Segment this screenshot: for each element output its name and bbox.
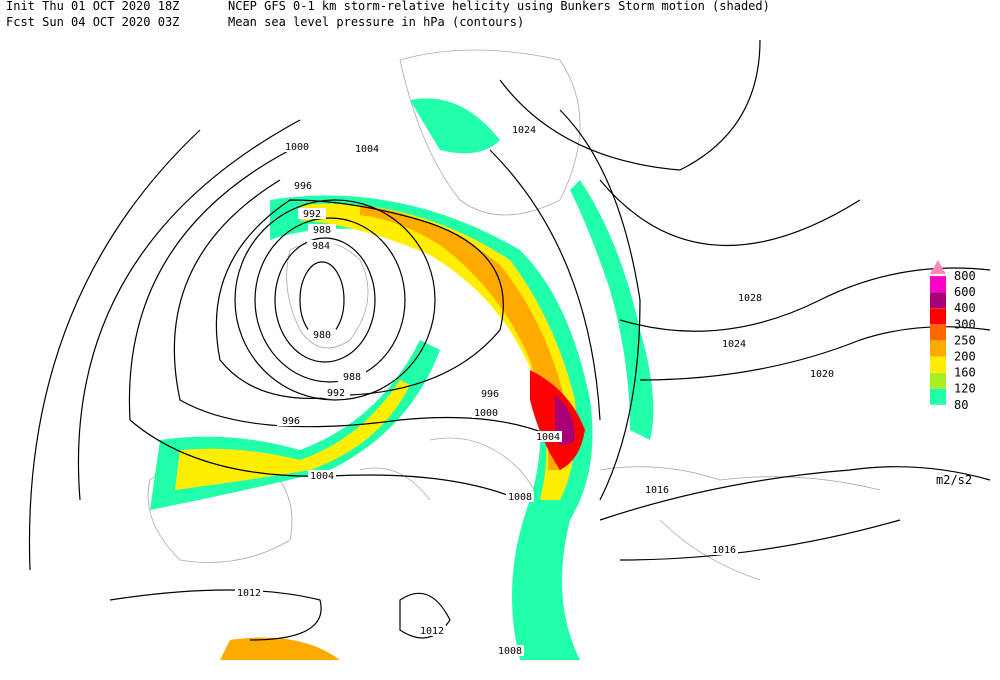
contour-label: 1024: [512, 125, 536, 136]
contour-label: 988: [313, 225, 331, 236]
contour-label: 980: [313, 330, 331, 341]
legend-label: 300: [954, 317, 976, 331]
legend-swatch: [930, 308, 946, 325]
contour-label: 996: [282, 416, 300, 427]
legend-label: 250: [954, 333, 976, 347]
legend-label: 200: [954, 350, 976, 364]
contour-label: 1008: [508, 492, 532, 503]
legend-label: 120: [954, 382, 976, 396]
contour-label-bg: [510, 124, 538, 135]
contour-label-bg: [277, 415, 305, 426]
contour-label-bg: [298, 208, 326, 219]
contour-label: 1024: [722, 339, 746, 350]
contour-label: 996: [294, 181, 312, 192]
legend-swatch: [930, 372, 946, 389]
contour-label-bg: [308, 329, 336, 340]
legend: 800 600 400 300 250 200 160 120 80: [930, 260, 976, 412]
contour-label-bg: [534, 431, 562, 442]
contour-label: 1016: [645, 485, 669, 496]
contour-label-bg: [289, 180, 317, 191]
legend-swatch: [930, 292, 946, 309]
legend-swatch: [930, 276, 946, 293]
contour-label: 1000: [285, 142, 309, 153]
contour-label-bg: [322, 387, 350, 398]
contour-label: 1012: [420, 626, 444, 637]
contour-label: 1000: [474, 408, 498, 419]
contour-label-bg: [418, 625, 446, 636]
legend-swatch: [930, 388, 946, 405]
contour-label: 1004: [536, 432, 560, 443]
init-time: Init Thu 01 OCT 2020 18Z: [6, 0, 179, 13]
contour-label-bg: [720, 338, 748, 349]
legend-label: 160: [954, 366, 976, 380]
contour-label-bg: [307, 240, 335, 251]
contour-label-bg: [353, 143, 381, 154]
contour-label: 1012: [237, 588, 261, 599]
contour-label: 996: [481, 389, 499, 400]
contour-label: 1004: [310, 471, 334, 482]
contour-label-bg: [496, 645, 524, 656]
contour-label: 992: [327, 388, 345, 399]
contour-label: 988: [343, 372, 361, 383]
legend-swatch: [930, 356, 946, 373]
contour-label-bg: [308, 470, 336, 481]
legend-swatch: [930, 260, 946, 274]
contour-label-bg: [235, 587, 263, 598]
contour-label: 1008: [498, 646, 522, 657]
contour-label-bg: [476, 388, 504, 399]
legend-unit: m2/s2: [936, 473, 972, 487]
legend-swatch: [930, 340, 946, 357]
contour-label-bg: [283, 141, 311, 152]
contour-label: 1020: [810, 369, 834, 380]
contour-label-bg: [338, 371, 366, 382]
legend-swatch: [930, 324, 946, 341]
legend-label: 800: [954, 269, 976, 283]
legend-label: 80: [954, 398, 968, 412]
contour-label: 1028: [738, 293, 762, 304]
legend-label: 600: [954, 285, 976, 299]
contour-label-bg: [736, 292, 764, 303]
helicity-shading: [150, 98, 654, 661]
contour-label-bg: [308, 224, 336, 235]
contour-label: 1016: [712, 545, 736, 556]
contour-label: 984: [312, 241, 330, 252]
contour-label: 992: [303, 209, 321, 220]
legend-label: 400: [954, 301, 976, 315]
contour-label-bg: [472, 407, 500, 418]
contour-label-bg: [506, 491, 534, 502]
contour-labels: 1000 1004 996 992 988 984 980 988 992 996 1004 1012…: [235, 124, 836, 657]
contour-label-bg: [643, 484, 671, 495]
map-subtitle: Mean sea level pressure in hPa (contours…: [228, 15, 524, 29]
forecast-time: Fcst Sun 04 OCT 2020 03Z: [6, 15, 179, 29]
contour-label: 1004: [355, 144, 379, 155]
map-title: NCEP GFS 0-1 km storm-relative helicity …: [228, 0, 770, 13]
contour-label-bg: [808, 368, 836, 379]
contour-label-bg: [710, 544, 738, 555]
